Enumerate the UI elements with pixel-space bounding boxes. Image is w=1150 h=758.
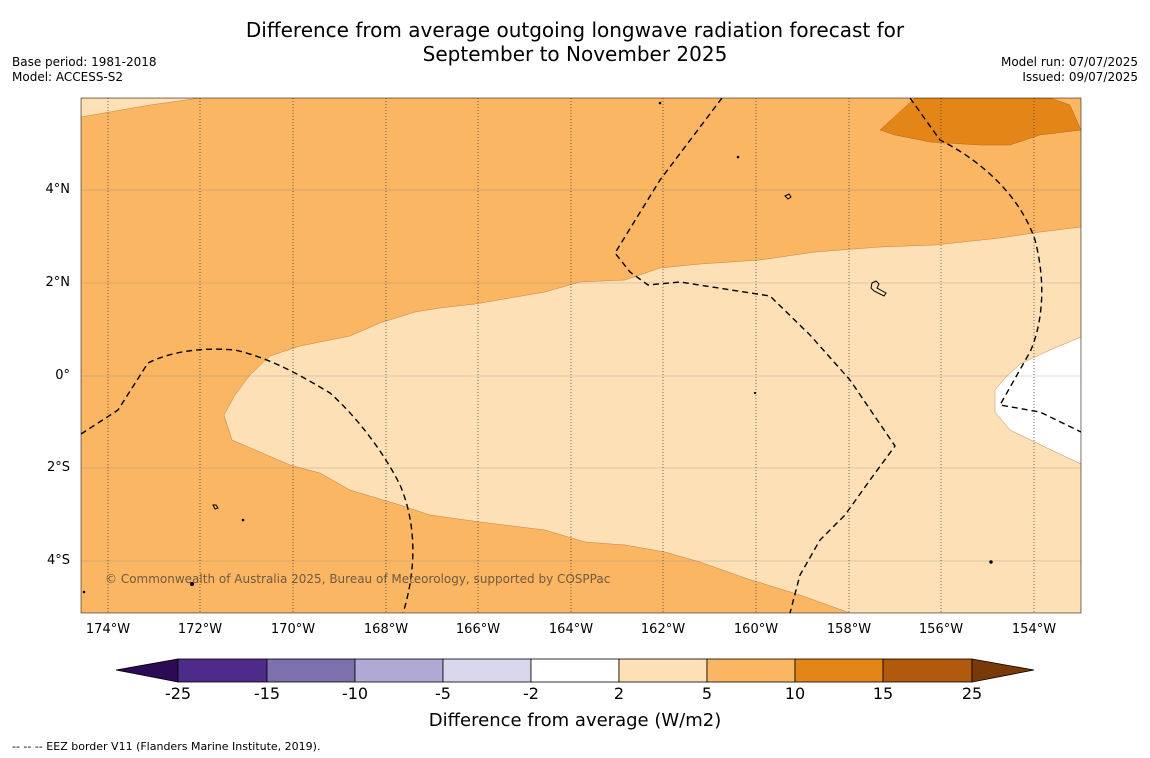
colorbar-bin-9 [882, 658, 973, 683]
islands [82, 101, 993, 594]
colorbar-extend-low [115, 658, 179, 683]
issued-date: Issued: 09/07/2025 [1022, 70, 1138, 84]
island-8 [989, 560, 993, 564]
island-5 [241, 518, 245, 522]
lat-label-2n: 2°N [45, 275, 71, 290]
lon-label-168w: 168°W [363, 622, 409, 637]
colorbar-bin-3 [354, 658, 444, 683]
island-7 [658, 101, 662, 105]
colorbar-bin-4 [442, 658, 532, 683]
colorbar-bin-8 [794, 658, 884, 683]
lon-label-154w: 154°W [1011, 622, 1057, 637]
meta-right: Model run: 07/07/2025 Issued: 09/07/2025 [1001, 55, 1138, 85]
island-9 [753, 391, 757, 395]
colorbar-tick: -10 [341, 684, 369, 703]
colorbar-bin-1 [177, 658, 268, 683]
meta-left: Base period: 1981-2018 Model: ACCESS-S2 [12, 55, 157, 85]
island-6 [736, 155, 740, 159]
colorbar-tick: 15 [872, 684, 894, 703]
model-run: Model run: 07/07/2025 [1000, 55, 1138, 69]
island-1 [784, 193, 792, 200]
colorbar-title: Difference from average (W/m2) [428, 710, 722, 731]
colorbar-bin-2 [266, 658, 356, 683]
lon-label-156w: 156°W [918, 622, 964, 637]
map-frame [80, 97, 1082, 614]
island-4 [190, 582, 194, 586]
lon-label-174w: 174°W [85, 622, 131, 637]
anomaly-10-15-region [879, 98, 1081, 146]
eez-legend-note: -- -- -- EEZ border V11 (Flanders Marine… [12, 740, 321, 753]
colorbar-tick: -25 [164, 684, 192, 703]
anomaly-neutral-region [994, 336, 1081, 465]
lat-label-2s: 2°S [46, 460, 70, 475]
base-period: Base period: 1981-2018 [12, 55, 157, 69]
colorbar-bin-6 [618, 658, 708, 683]
island-3 [212, 504, 219, 510]
lon-label-160w: 160°W [733, 622, 779, 637]
island-10 [82, 590, 86, 594]
colorbar-tick: 5 [701, 684, 713, 703]
anomaly-2-5-region [223, 226, 1081, 613]
lon-label-170w: 170°W [270, 622, 316, 637]
lat-label-0: 0° [55, 368, 70, 383]
map-area [81, 98, 1081, 613]
latitude-gridlines [81, 189, 1081, 562]
lon-label-158w: 158°W [826, 622, 872, 637]
eez-border-east [909, 98, 1081, 433]
colorbar [115, 658, 1035, 683]
colorbar-tick: 2 [613, 684, 625, 703]
colorbar-tick: -15 [253, 684, 281, 703]
chart-title: Difference from average outgoing longwav… [0, 18, 1150, 66]
eez-borders [81, 98, 1081, 613]
colorbar-tick: 10 [784, 684, 806, 703]
colorbar-bin-5 [530, 658, 620, 683]
eez-border-kiribati-west [81, 348, 414, 613]
colorbar-extend-high [971, 658, 1035, 683]
longitude-gridlines [107, 98, 1035, 613]
title-line-2: September to November 2025 [422, 42, 728, 66]
island-2 [870, 280, 887, 297]
title-line-1: Difference from average outgoing longwav… [245, 18, 905, 42]
lon-label-164w: 164°W [548, 622, 594, 637]
model-name: Model: ACCESS-S2 [12, 70, 124, 84]
colorbar-tick: 25 [961, 684, 983, 703]
colorbar-tick: -2 [523, 684, 539, 703]
lon-label-162w: 162°W [640, 622, 686, 637]
eez-border-line-islands [614, 98, 896, 613]
lon-label-166w: 166°W [455, 622, 501, 637]
lon-label-172w: 172°W [177, 622, 223, 637]
lat-label-4s: 4°S [46, 553, 70, 568]
colorbar-bin-7 [706, 658, 796, 683]
lat-label-4n: 4°N [45, 182, 71, 197]
copyright-notice: © Commonwealth of Australia 2025, Bureau… [105, 572, 611, 586]
colorbar-tick: -5 [435, 684, 451, 703]
anomaly-2-5-region-corner [81, 98, 201, 118]
